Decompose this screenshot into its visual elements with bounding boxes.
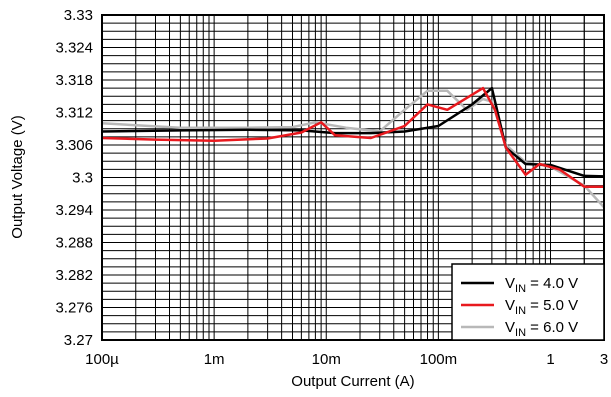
y-tick-label: 3.276	[55, 300, 93, 317]
y-tick-label: 3.33	[64, 7, 93, 24]
legend-label: VIN = 4.0 V	[505, 275, 578, 295]
x-tick-label: 3	[600, 351, 608, 368]
series-line	[101, 86, 605, 178]
y-tick-label: 3.324	[55, 40, 93, 57]
y-tick-label: 3.3	[72, 170, 93, 187]
y-axis-title: Output Voltage (V)	[9, 115, 26, 238]
legend-label: VIN = 5.0 V	[505, 297, 578, 317]
y-tick-label: 3.27	[64, 332, 93, 349]
y-tick-label: 3.282	[55, 267, 93, 284]
y-tick-label: 3.294	[55, 202, 93, 219]
series-line	[101, 86, 604, 188]
y-tick-labels: 3.27 3.276 3.282 3.288 3.294 3.3 3.306 3.312 3.3…	[55, 7, 93, 349]
y-tick-label: 3.312	[55, 105, 93, 122]
x-tick-label: 10m	[312, 351, 341, 368]
legend-label: VIN = 6.0 V	[505, 319, 578, 339]
series-lines	[101, 86, 605, 209]
x-tick-label: 1	[546, 351, 554, 368]
y-tick-label: 3.318	[55, 72, 93, 89]
x-tick-label: 1m	[204, 351, 225, 368]
series-line	[101, 89, 605, 209]
y-tick-label: 3.306	[55, 137, 93, 154]
x-tick-label: 100m	[420, 351, 458, 368]
y-tick-label: 3.288	[55, 235, 93, 252]
x-tick-labels: 100µ 1m 10m 100m 1 3	[85, 351, 608, 368]
plot-frame	[101, 14, 605, 341]
x-tick-label: 100µ	[85, 351, 119, 368]
x-axis-title: Output Current (A)	[291, 373, 414, 390]
